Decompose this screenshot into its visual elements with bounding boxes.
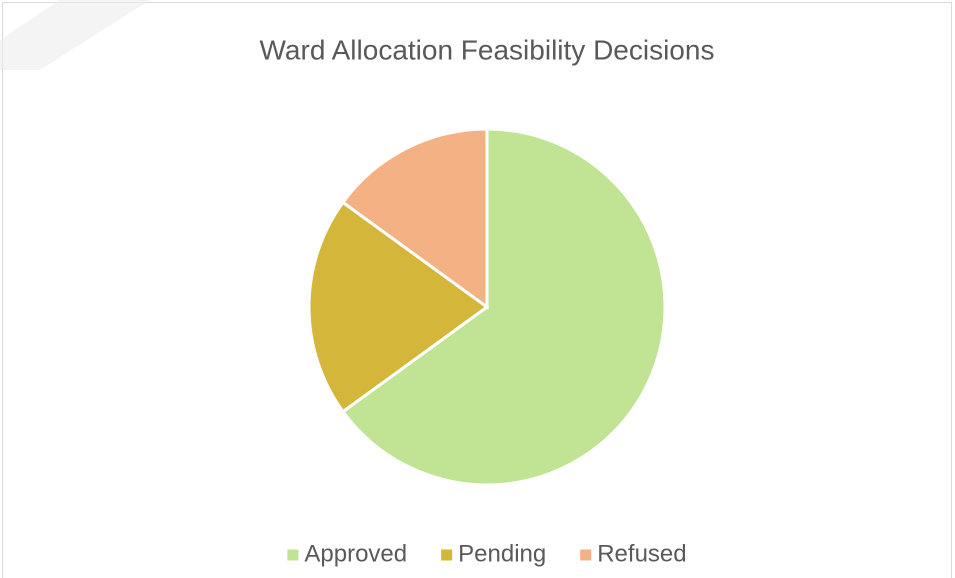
legend-marker — [287, 549, 299, 561]
legend-marker — [441, 549, 453, 561]
chart-title: Ward Allocation Feasibility Decisions — [260, 34, 715, 65]
legend-label: Refused — [597, 540, 686, 567]
pie-slice — [340, 127, 489, 310]
pie-slice — [340, 127, 667, 487]
legend-marker — [580, 549, 592, 561]
legend-label: Approved — [304, 540, 407, 567]
legend-label: Pending — [458, 540, 546, 567]
pie-slice — [307, 200, 490, 414]
watermark-strip — [0, 0, 150, 70]
